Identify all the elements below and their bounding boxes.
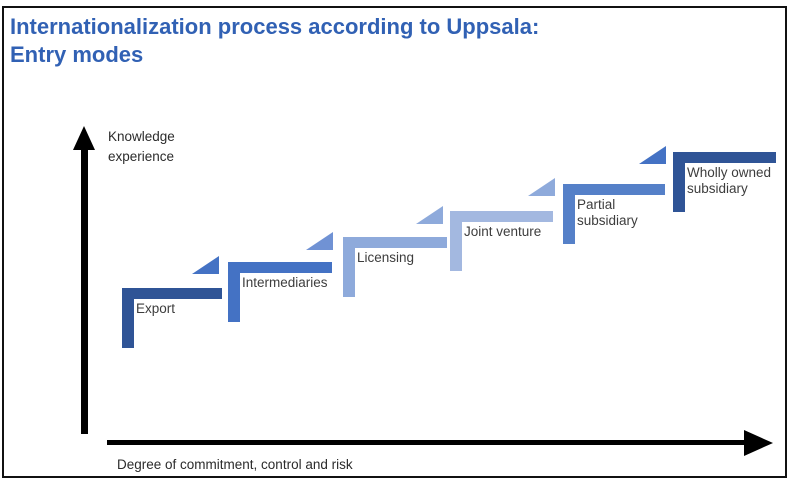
y-axis-arrowhead-icon: [73, 126, 95, 150]
step-riser: [563, 184, 575, 244]
step-up-triangle-2: [306, 232, 333, 250]
step-riser: [228, 262, 240, 322]
x-axis-label: Degree of commitment, control and risk: [117, 457, 353, 472]
step-bar: [563, 184, 665, 195]
step-bar: [450, 211, 553, 222]
step-label: Partial subsidiary: [577, 197, 638, 228]
step-label: Intermediaries: [242, 275, 328, 290]
y-axis-line: [81, 148, 88, 434]
step-riser: [343, 237, 355, 297]
step-bar: [228, 262, 332, 273]
step-up-triangle-1: [192, 256, 219, 274]
step-label: Wholly owned subsidiary: [687, 165, 772, 196]
slide-title-line1: Internationalization process according t…: [10, 14, 540, 39]
y-axis-label-line1: Knowledge: [108, 129, 175, 144]
step-up-triangle-5: [639, 146, 666, 164]
step-bar: [343, 237, 447, 248]
step-label: Licensing: [357, 250, 415, 265]
step-up-triangle-3: [416, 206, 443, 224]
y-axis-label-line2: experience: [108, 149, 175, 164]
step-up-triangle-4: [528, 178, 555, 196]
step-label: Joint venture: [464, 224, 542, 239]
step-riser: [673, 152, 685, 212]
slide-title: Internationalization process according t…: [10, 13, 539, 69]
y-axis-label: Knowledge experience: [108, 127, 175, 167]
slide-title-line2: Entry modes: [10, 42, 144, 67]
step-riser: [122, 288, 134, 348]
step-bar: [122, 288, 222, 299]
x-axis-arrowhead-icon: [744, 430, 773, 456]
step-riser: [450, 211, 462, 271]
step-bar: [673, 152, 776, 163]
step-label: Export: [136, 301, 176, 316]
x-axis-line: [107, 440, 744, 445]
